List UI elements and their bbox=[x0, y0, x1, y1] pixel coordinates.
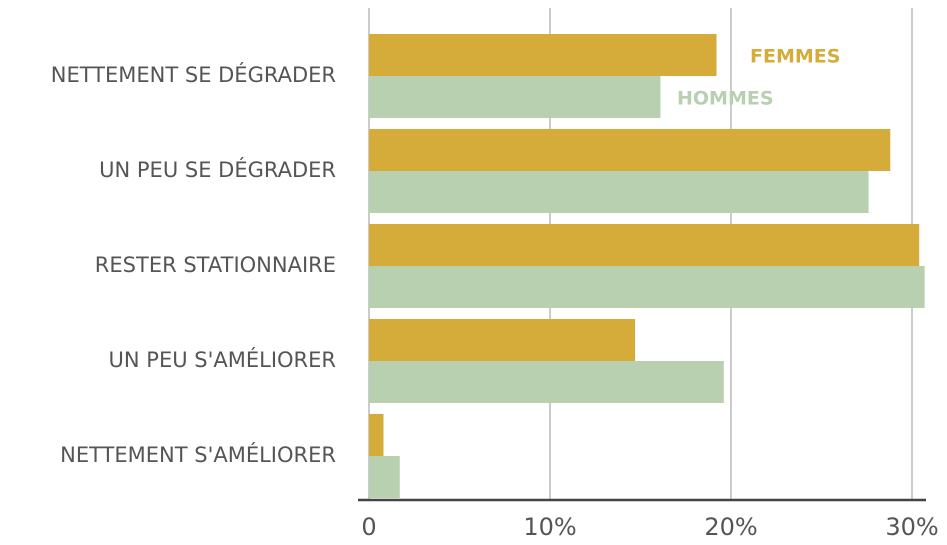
category-label: RESTER STATIONNAIRE bbox=[95, 253, 336, 277]
bar bbox=[369, 34, 717, 76]
bar bbox=[369, 171, 869, 213]
bar bbox=[369, 129, 891, 171]
category-label: UN PEU S'AMÉLIORER bbox=[109, 347, 336, 372]
legend-label: FEMMES bbox=[750, 46, 840, 68]
bar bbox=[369, 224, 920, 266]
x-tick-label: 0 bbox=[361, 513, 376, 541]
x-tick-label: 10% bbox=[523, 513, 576, 541]
category-label: NETTEMENT SE DÉGRADER bbox=[51, 62, 336, 87]
x-tick-label: 30% bbox=[885, 513, 938, 541]
bar bbox=[369, 414, 384, 456]
bar bbox=[369, 361, 724, 403]
x-tick-label: 20% bbox=[704, 513, 757, 541]
bar bbox=[369, 76, 661, 118]
category-label: NETTEMENT S'AMÉLIORER bbox=[60, 442, 336, 467]
legend-label: HOMMES bbox=[677, 88, 774, 110]
category-label: UN PEU SE DÉGRADER bbox=[99, 157, 336, 182]
bar bbox=[369, 456, 400, 498]
bar bbox=[369, 266, 925, 308]
bar bbox=[369, 319, 636, 361]
